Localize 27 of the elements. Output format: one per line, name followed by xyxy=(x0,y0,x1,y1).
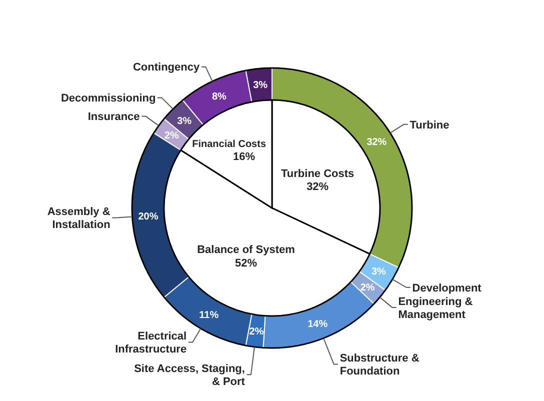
data-label: 20% xyxy=(138,211,158,222)
data-label: 2% xyxy=(249,326,264,338)
data-label: 3% xyxy=(177,116,192,127)
slice-label: Balance of System xyxy=(197,244,296,256)
data-label: 32% xyxy=(306,181,329,194)
data-label: 14% xyxy=(308,318,328,330)
data-label: 11% xyxy=(199,310,219,322)
slice-label: Contingency xyxy=(132,62,200,74)
slice-label: Electrical Infrastructure xyxy=(115,330,187,356)
slice-label: Financial Costs xyxy=(192,138,266,150)
data-label: 3% xyxy=(372,266,386,278)
slice-label: Engineering & Management xyxy=(398,296,473,321)
slice-label: Decommissioning xyxy=(60,92,156,105)
slice-label: Turbine xyxy=(410,119,450,132)
data-label: 16% xyxy=(232,150,256,163)
slice-label: Insurance xyxy=(88,111,140,124)
slice-label: Substructure & Foundation xyxy=(340,352,420,378)
slice-label: Assembly & Installation xyxy=(47,206,111,232)
slice-label: Development xyxy=(412,282,482,294)
data-label: 32% xyxy=(366,137,387,148)
slice-label: Site Access, Staging, & Port xyxy=(134,363,246,388)
data-label: 2% xyxy=(360,282,375,294)
data-label: 3% xyxy=(253,80,268,92)
slice-label: Turbine Costs xyxy=(281,168,354,180)
data-label: 8% xyxy=(212,91,227,102)
data-label: 2% xyxy=(164,130,180,142)
data-label: 52% xyxy=(234,257,258,270)
